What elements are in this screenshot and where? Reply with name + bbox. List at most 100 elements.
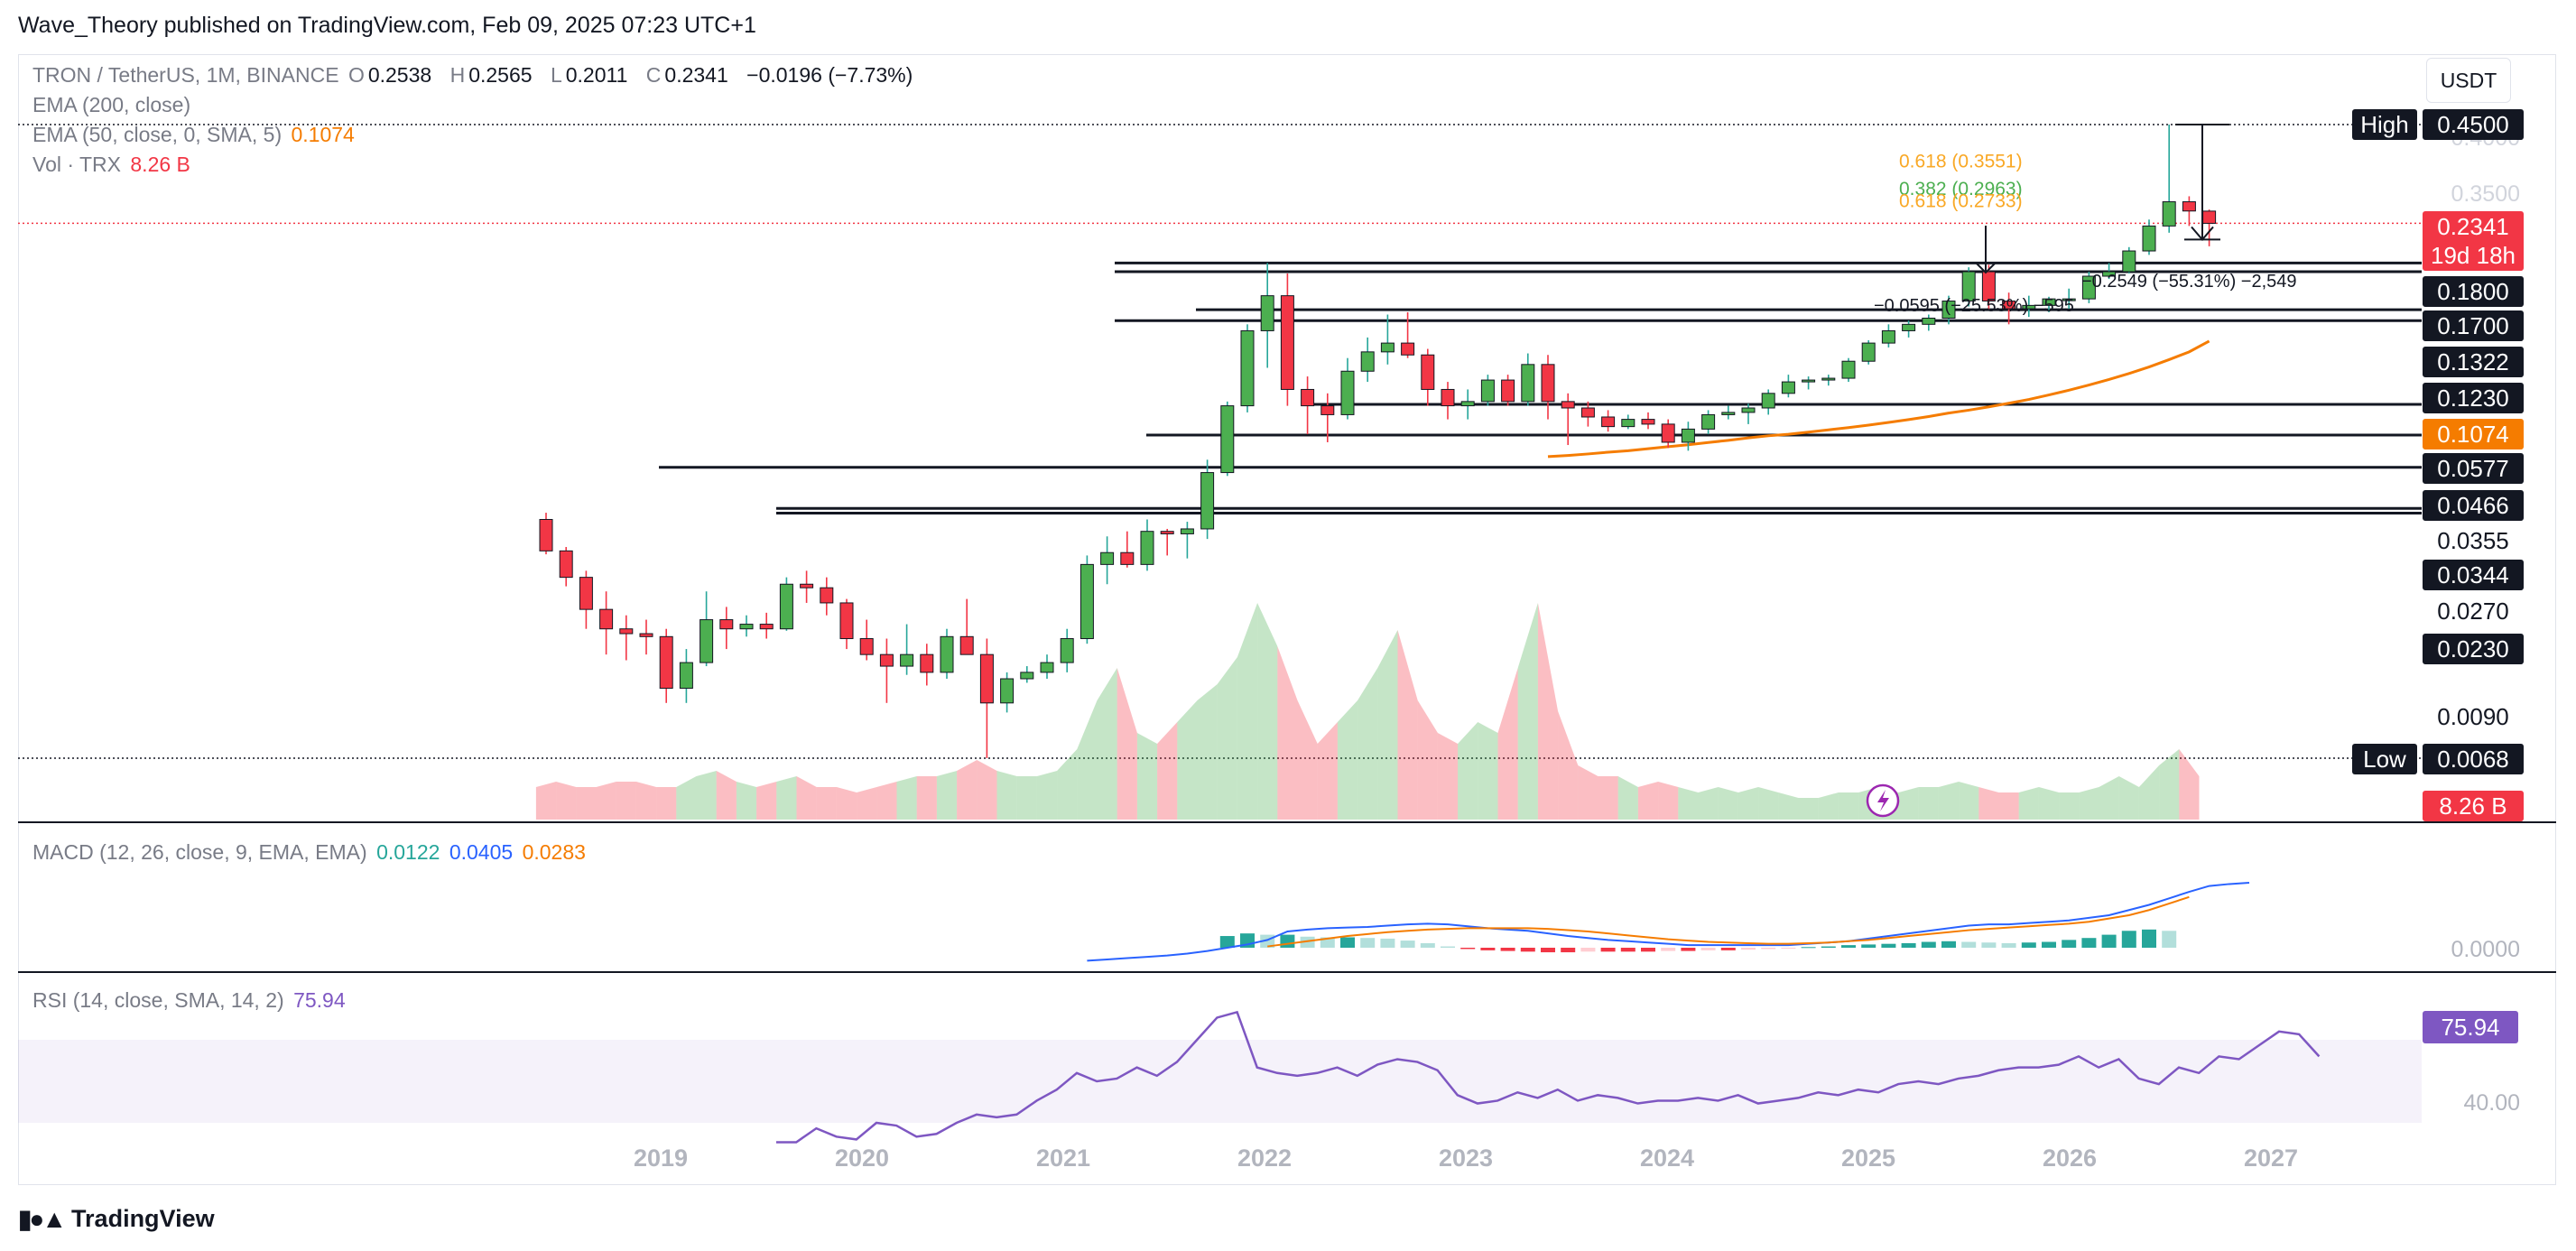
candle bbox=[1580, 401, 1595, 427]
price-label-value: 0.0355 bbox=[2437, 527, 2509, 554]
candle-body bbox=[1902, 323, 1916, 331]
volume-area bbox=[576, 787, 597, 820]
candle-body bbox=[2162, 201, 2176, 227]
chart-frame bbox=[18, 54, 2556, 1185]
price-label-box bbox=[2423, 453, 2524, 484]
volume-area bbox=[2018, 787, 2039, 820]
symbol-title[interactable]: TRON / TetherUS, 1M, BINANCE bbox=[32, 63, 339, 87]
macd-histogram-bar bbox=[1500, 948, 1515, 951]
candle-body bbox=[619, 628, 634, 635]
price-label: 0.4500 High bbox=[2352, 109, 2524, 140]
ema50-label: EMA (50, close, 0, SMA, 5) bbox=[32, 123, 283, 146]
candle-body bbox=[1301, 388, 1315, 407]
currency-button[interactable]: USDT bbox=[2426, 58, 2511, 103]
candle bbox=[1280, 273, 1294, 406]
time-axis-label: 2021 bbox=[1036, 1144, 1090, 1172]
volume-area bbox=[1016, 776, 1037, 820]
close-value: 0.2341 bbox=[664, 63, 728, 87]
low-value: 0.2011 bbox=[565, 63, 628, 87]
candle-body bbox=[1180, 528, 1194, 534]
arrow-head bbox=[1976, 263, 1996, 274]
macd-histogram-bar bbox=[2021, 942, 2036, 948]
candle-body bbox=[2022, 304, 2036, 310]
volume-area bbox=[1036, 771, 1058, 820]
rsi-legend[interactable]: RSI (14, close, SMA, 14, 2) 75.94 bbox=[32, 988, 349, 1013]
candle-body bbox=[1040, 662, 1054, 673]
volume-area bbox=[1297, 700, 1318, 820]
price-label: 0.0090 bbox=[2437, 703, 2509, 730]
macd-histogram-bar bbox=[1661, 948, 1676, 951]
volume-area bbox=[1617, 776, 1638, 820]
volume-area bbox=[996, 771, 1017, 820]
volume-area bbox=[1558, 711, 1579, 820]
volume-area bbox=[1698, 787, 1719, 820]
price-label-box bbox=[2423, 560, 2524, 590]
candle-body bbox=[1601, 416, 1616, 428]
candle bbox=[1200, 459, 1215, 540]
candle bbox=[1521, 353, 1535, 406]
candle bbox=[1601, 410, 1616, 432]
candle-body bbox=[1100, 551, 1115, 565]
macd-histogram-bar bbox=[1360, 938, 1376, 948]
candle-body bbox=[959, 635, 974, 655]
price-label-box bbox=[2423, 419, 2524, 449]
volume-area bbox=[2138, 765, 2160, 820]
tradingview-logo[interactable]: ▮●▲ TradingView bbox=[18, 1204, 215, 1234]
fib-label: 0.618 (0.2733) bbox=[1899, 191, 2023, 212]
volume-area bbox=[1417, 700, 1438, 820]
volume-area bbox=[1437, 733, 1459, 820]
candle bbox=[2042, 296, 2056, 312]
price-label-value: 0.0090 bbox=[2437, 703, 2509, 730]
tradingview-icon: ▮●▲ bbox=[18, 1205, 67, 1233]
candle bbox=[559, 547, 573, 587]
candle bbox=[1480, 375, 1495, 406]
price-label-box bbox=[2423, 490, 2524, 521]
ema200-legend[interactable]: EMA (200, close) bbox=[32, 93, 191, 116]
rsi-value-label: 75.94 bbox=[2423, 1011, 2518, 1043]
candle-body bbox=[1260, 295, 1274, 331]
candle bbox=[1401, 311, 1415, 358]
volume-area bbox=[1077, 700, 1098, 820]
price-label: 0.1700 bbox=[2423, 310, 2524, 341]
candle-body bbox=[1621, 419, 1635, 428]
candle-body bbox=[1320, 405, 1335, 415]
candle bbox=[739, 615, 754, 637]
volume-area bbox=[676, 776, 697, 820]
candle-body bbox=[1580, 407, 1595, 418]
volume-area bbox=[896, 776, 917, 820]
macd-legend[interactable]: MACD (12, 26, close, 9, EMA, EMA) 0.0122… bbox=[32, 840, 589, 865]
macd-histogram-bar bbox=[1420, 942, 1435, 948]
candle-body bbox=[1701, 413, 1716, 430]
volume-legend[interactable]: Vol · TRX 8.26 B bbox=[32, 153, 194, 177]
price-label: 0.1800 bbox=[2423, 276, 2524, 307]
time-axis-label: 2027 bbox=[2244, 1144, 2298, 1172]
volume-value: 8.26 B bbox=[130, 153, 190, 176]
volume-area bbox=[1237, 603, 1258, 820]
candle bbox=[1561, 393, 1575, 446]
candle-body bbox=[700, 619, 714, 663]
macd-hist-value: 0.0122 bbox=[376, 840, 440, 864]
price-label: 0.0270 bbox=[2437, 598, 2509, 625]
price-label-value: 8.26 B bbox=[2439, 792, 2507, 820]
ema50-legend[interactable]: EMA (50, close, 0, SMA, 5) 0.1074 bbox=[32, 123, 358, 147]
volume-area bbox=[796, 776, 817, 820]
tradingview-brand: TradingView bbox=[71, 1205, 215, 1232]
volume-area bbox=[1197, 684, 1218, 820]
macd-histogram-bar bbox=[1600, 948, 1616, 952]
macd-histogram-bar bbox=[1541, 948, 1555, 953]
volume-area bbox=[1598, 776, 1618, 820]
candle bbox=[1220, 401, 1235, 477]
candle-body bbox=[1681, 428, 1695, 443]
macd-histogram-bar bbox=[2001, 942, 2016, 948]
macd-signal-value: 0.0283 bbox=[522, 840, 586, 864]
rsi-value: 75.94 bbox=[293, 988, 346, 1012]
volume-area bbox=[1397, 630, 1418, 820]
volume-area bbox=[656, 787, 677, 820]
candle bbox=[1761, 389, 1775, 415]
candle-body bbox=[759, 624, 774, 630]
candle bbox=[1661, 419, 1675, 449]
macd-histogram-bar bbox=[1861, 944, 1876, 948]
macd-histogram-bar bbox=[1480, 948, 1496, 950]
price-label-value: 0.0466 bbox=[2437, 492, 2509, 519]
